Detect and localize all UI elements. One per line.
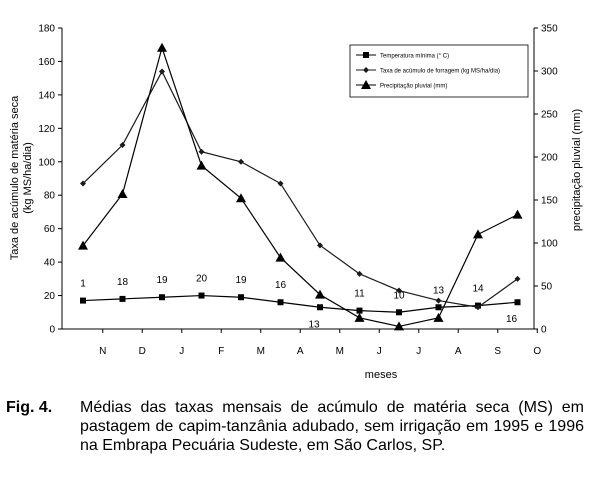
chart: meses Taxa de acúmulo de matéria seca (k… bbox=[9, 24, 583, 382]
legend-label: Taxa de acúmulo de forragem (kg MS/ha/di… bbox=[380, 69, 500, 75]
marker bbox=[159, 294, 165, 301]
x-tick-label: J bbox=[377, 346, 382, 357]
x-tick-label: A bbox=[297, 346, 304, 357]
x-tick-label: D bbox=[139, 346, 146, 357]
marker bbox=[159, 68, 165, 75]
marker bbox=[277, 299, 284, 306]
marker bbox=[396, 309, 402, 316]
y-axis-label: (kg MS/ha/dia) bbox=[22, 142, 34, 214]
y2-tick-label: 0 bbox=[541, 325, 547, 336]
marker bbox=[514, 299, 521, 306]
y-tick-label: 160 bbox=[38, 57, 55, 68]
y2-axis-label: precipitação pluvial (mm) bbox=[571, 109, 583, 231]
caption-text: Médias das taxas mensais de acúmulo de m… bbox=[80, 399, 584, 454]
y-tick-label: 120 bbox=[38, 124, 55, 135]
y2-tick-label: 200 bbox=[541, 153, 558, 164]
line bbox=[82, 294, 518, 313]
data-label: 16 bbox=[506, 314, 518, 325]
marker bbox=[198, 148, 205, 155]
line bbox=[82, 45, 518, 328]
y-tick-label: 0 bbox=[49, 325, 55, 336]
marker bbox=[356, 270, 363, 277]
marker bbox=[356, 307, 363, 314]
marker bbox=[473, 229, 483, 239]
data-label: 14 bbox=[472, 284, 484, 295]
y2-tick-label: 350 bbox=[541, 24, 558, 35]
y-tick-label: 40 bbox=[44, 258, 56, 269]
x-tick-label: A bbox=[455, 346, 462, 357]
x-tick-label: M bbox=[336, 346, 344, 357]
marker bbox=[78, 240, 88, 250]
y2-tick-label: 50 bbox=[541, 282, 553, 293]
marker bbox=[396, 287, 402, 294]
marker bbox=[317, 242, 323, 249]
marker bbox=[275, 252, 286, 262]
data-label: 13 bbox=[308, 319, 320, 330]
marker bbox=[80, 180, 86, 187]
data-label: 19 bbox=[235, 275, 247, 286]
data-label: 10 bbox=[393, 290, 405, 301]
marker bbox=[514, 275, 521, 282]
data-label: 11 bbox=[354, 289, 365, 300]
x-tick-label: O bbox=[533, 346, 541, 357]
x-tick-label: S bbox=[494, 346, 501, 357]
marker bbox=[512, 209, 523, 219]
marker bbox=[475, 304, 481, 311]
marker bbox=[119, 142, 126, 149]
legend bbox=[349, 44, 529, 98]
marker bbox=[238, 158, 244, 165]
marker bbox=[363, 67, 369, 73]
y-tick-label: 100 bbox=[38, 157, 55, 168]
data-label: 19 bbox=[156, 275, 168, 286]
data-label: 18 bbox=[117, 277, 129, 288]
marker bbox=[277, 180, 284, 187]
marker bbox=[157, 42, 167, 52]
legend-label: Temperatura mínima (° C) bbox=[380, 54, 449, 60]
y-tick-label: 140 bbox=[38, 90, 55, 101]
data-label: 13 bbox=[433, 285, 445, 296]
data-label: 1 bbox=[80, 279, 86, 290]
marker bbox=[394, 321, 404, 331]
marker bbox=[119, 295, 126, 302]
y-tick-label: 180 bbox=[38, 24, 55, 35]
marker bbox=[363, 52, 369, 58]
y-axis-label: Taxa de acúmulo de matéria seca bbox=[9, 95, 21, 260]
marker bbox=[198, 292, 205, 299]
x-tick-label: J bbox=[416, 346, 421, 357]
marker bbox=[238, 294, 244, 301]
marker bbox=[435, 304, 442, 311]
x-tick-label: J bbox=[179, 346, 184, 357]
marker bbox=[433, 312, 444, 322]
data-label: 16 bbox=[275, 280, 287, 291]
marker bbox=[80, 297, 86, 304]
y-tick-label: 20 bbox=[44, 291, 56, 302]
y2-tick-label: 250 bbox=[541, 110, 558, 121]
x-tick-label: N bbox=[99, 346, 106, 357]
x-axis-label: meses bbox=[365, 369, 398, 381]
y2-tick-label: 150 bbox=[541, 196, 558, 207]
y2-tick-label: 300 bbox=[541, 67, 558, 78]
legend-label: Precipitação pluvial (mm) bbox=[380, 84, 447, 90]
data-label: 20 bbox=[196, 274, 208, 285]
line bbox=[82, 70, 518, 308]
marker bbox=[361, 80, 371, 89]
caption: Fig. 4. Médias das taxas mensais de acúmu… bbox=[6, 398, 584, 455]
marker bbox=[117, 188, 128, 198]
x-tick-label: F bbox=[218, 346, 224, 357]
marker bbox=[315, 289, 325, 299]
y-tick-label: 60 bbox=[44, 224, 56, 235]
x-tick-label: M bbox=[257, 346, 265, 357]
y2-tick-label: 100 bbox=[541, 239, 558, 250]
marker bbox=[317, 304, 323, 311]
marker bbox=[354, 312, 365, 322]
y-tick-label: 80 bbox=[44, 191, 56, 202]
marker bbox=[236, 193, 246, 203]
marker bbox=[435, 297, 442, 304]
caption-label: Fig. 4. bbox=[6, 399, 53, 416]
marker bbox=[196, 160, 207, 170]
